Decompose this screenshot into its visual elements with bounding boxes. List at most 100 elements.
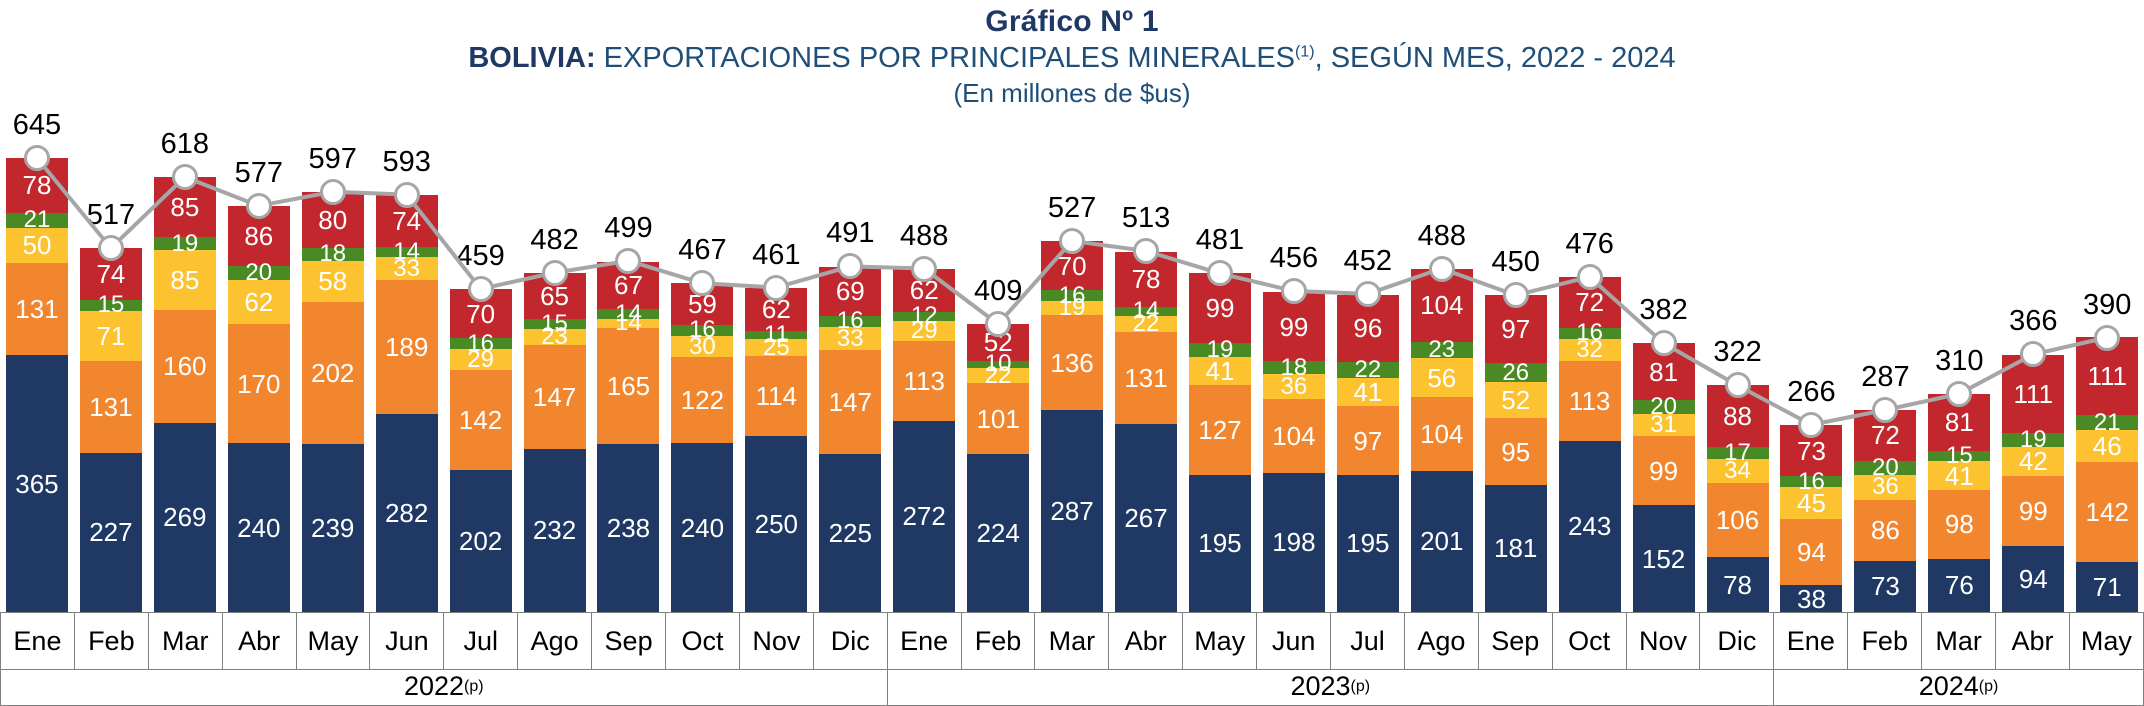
segment-value-label: 38 <box>1797 583 1826 614</box>
bar-slot[interactable]: 459 202 142 29 16 70 <box>444 112 518 612</box>
bar-segment-navy: 240 <box>227 443 290 612</box>
bar-slot[interactable]: 409 224 101 22 10 52 <box>961 112 1035 612</box>
bar-slot[interactable]: 491 225 147 33 16 69 <box>813 112 887 612</box>
segment-value-label: 46 <box>2092 431 2122 462</box>
bar-slot[interactable]: 499 238 165 14 14 67 <box>592 112 666 612</box>
bar-slot[interactable]: 517 227 131 71 15 74 <box>74 112 148 612</box>
stacked-bar[interactable]: 267 131 22 14 78 <box>1115 251 1178 612</box>
stacked-bar[interactable]: 224 101 22 10 52 <box>967 324 1030 612</box>
stacked-bar[interactable]: 227 131 71 15 74 <box>79 248 142 612</box>
stacked-bar[interactable]: 240 122 30 16 59 <box>671 283 734 612</box>
bar-segment-green: 16 <box>1558 321 1621 345</box>
stacked-bar[interactable]: 240 170 62 20 86 <box>227 205 290 612</box>
stacked-bar[interactable]: 71 142 46 21 111 <box>2076 337 2139 612</box>
total-line-marker <box>467 275 494 302</box>
month-label: Ene <box>888 613 962 669</box>
bar-segment-orange: 86 <box>1854 500 1917 561</box>
segment-value-label: 78 <box>1723 569 1752 600</box>
stacked-bar[interactable]: 201 104 56 23 104 <box>1410 268 1473 612</box>
chart-title-footnote-ref: (1) <box>1295 43 1315 61</box>
segment-value-label: 67 <box>614 270 643 301</box>
stacked-bar[interactable]: 94 99 42 19 111 <box>2002 354 2065 612</box>
bar-slot[interactable]: 266 38 94 45 16 73 <box>1775 112 1849 612</box>
stacked-bar[interactable]: 282 189 33 14 74 <box>375 195 438 612</box>
stacked-bar[interactable]: 202 142 29 16 70 <box>449 288 512 612</box>
month-labels-row: Ene Feb Mar Abr May Jun Jul Ago Sep Oct Nov Dic Ene F… <box>0 612 2144 670</box>
bar-slot[interactable]: 452 195 97 41 22 96 <box>1331 112 1405 612</box>
segment-value-label: 20 <box>245 259 273 287</box>
segment-value-label: 85 <box>170 265 200 296</box>
bar-slot[interactable]: 482 232 147 23 15 65 <box>518 112 592 612</box>
total-line-marker <box>1280 278 1307 305</box>
bar-slot[interactable]: 287 73 86 36 20 72 <box>1848 112 1922 612</box>
month-label: Mar <box>149 613 223 669</box>
stacked-bar[interactable]: 78 106 34 17 88 <box>1706 385 1769 612</box>
bar-slot[interactable]: 467 240 122 30 16 59 <box>665 112 739 612</box>
stacked-bar[interactable]: 365 131 50 21 78 <box>5 158 68 612</box>
bar-slot[interactable]: 618 269 160 85 19 85 <box>148 112 222 612</box>
bar-slot[interactable]: 593 282 189 33 14 74 <box>370 112 444 612</box>
bar-segment-green: 21 <box>2076 410 2139 434</box>
bar-slot[interactable]: 645 365 131 50 21 78 <box>0 109 74 612</box>
bar-slot[interactable]: 322 78 106 34 17 88 <box>1701 112 1775 612</box>
segment-value-label: 152 <box>1641 543 1686 574</box>
bar-slot[interactable]: 366 94 99 42 19 111 <box>1996 112 2070 612</box>
bar-segment-navy: 272 <box>893 420 956 612</box>
bar-segment-navy: 269 <box>153 422 216 612</box>
stacked-bar[interactable]: 195 127 41 19 99 <box>1188 273 1251 612</box>
segment-value-label: 95 <box>1501 436 1531 467</box>
segment-value-label: 238 <box>606 513 651 544</box>
bar-segment-navy: 238 <box>597 444 660 612</box>
bar-slot[interactable]: 382 152 99 31 20 81 <box>1627 112 1701 612</box>
bar-slot[interactable]: 390 71 142 46 21 111 <box>2070 112 2144 612</box>
stacked-bar[interactable]: 225 147 33 16 69 <box>819 266 882 612</box>
stacked-bar[interactable]: 232 147 23 15 65 <box>523 272 586 612</box>
stacked-bar[interactable]: 243 113 32 16 72 <box>1558 277 1621 612</box>
stacked-bar[interactable]: 181 95 52 26 97 <box>1484 295 1547 612</box>
bar-total-label: 266 <box>1787 375 1836 408</box>
chart-title-tail: , SEGÚN MES, 2022 - 2024 <box>1314 42 1676 75</box>
bar-slot[interactable]: 597 239 202 58 18 80 <box>296 112 370 612</box>
segment-value-label: 56 <box>1427 362 1457 393</box>
bar-slot[interactable]: 310 76 98 41 15 81 <box>1922 112 1996 612</box>
segment-value-label: 42 <box>2018 446 2048 477</box>
total-line-marker <box>1206 260 1233 287</box>
bar-slot[interactable]: 527 287 136 19 16 70 <box>1035 112 1109 612</box>
stacked-bar[interactable]: 250 114 25 11 62 <box>745 287 808 612</box>
segment-value-label: 365 <box>15 468 59 499</box>
segment-value-label: 113 <box>903 365 945 396</box>
year-group-label: 2024 (p) <box>1774 668 2144 706</box>
bar-total-label: 322 <box>1713 336 1762 369</box>
bar-segment-green: 14 <box>1115 299 1178 323</box>
bar-slot[interactable]: 488 272 113 29 12 62 <box>887 112 961 612</box>
stacked-bar[interactable]: 238 165 14 14 67 <box>597 261 660 612</box>
stacked-bar[interactable]: 287 136 19 16 70 <box>1041 241 1104 612</box>
year-provisional-mark: (p) <box>464 677 484 695</box>
bar-segment-orange: 95 <box>1484 418 1547 485</box>
segment-value-label: 78 <box>1131 264 1161 295</box>
bar-slot[interactable]: 450 181 95 52 26 97 <box>1479 112 1553 612</box>
bar-slot[interactable]: 481 195 127 41 19 99 <box>1183 112 1257 612</box>
bar-slot[interactable]: 488 201 104 56 23 104 <box>1405 112 1479 612</box>
stacked-bar[interactable]: 239 202 58 18 80 <box>301 191 364 612</box>
segment-value-label: 97 <box>1501 314 1531 345</box>
month-label: Dic <box>814 613 888 669</box>
stacked-bar[interactable]: 38 94 45 16 73 <box>1780 424 1843 614</box>
bar-slot[interactable]: 461 250 114 25 11 62 <box>739 112 813 612</box>
stacked-bar[interactable]: 269 160 85 19 85 <box>153 177 216 612</box>
stacked-bar[interactable]: 76 98 41 15 81 <box>1928 393 1991 612</box>
bar-segment-orange: 97 <box>1336 406 1399 475</box>
stacked-bar[interactable]: 272 113 29 12 62 <box>893 268 956 612</box>
stacked-bar[interactable]: 73 86 36 20 72 <box>1854 410 1917 612</box>
bar-slot[interactable]: 513 267 131 22 14 78 <box>1109 112 1183 612</box>
bar-total-label: 488 <box>1417 219 1466 252</box>
bar-slot[interactable]: 476 243 113 32 16 72 <box>1553 112 1627 612</box>
stacked-bar[interactable]: 195 97 41 22 96 <box>1336 294 1399 612</box>
segment-value-label: 70 <box>1057 250 1087 281</box>
stacked-bar[interactable]: 198 104 36 18 99 <box>1262 291 1325 612</box>
year-provisional-mark: (p) <box>1978 677 1999 695</box>
bar-slot[interactable]: 456 198 104 36 18 99 <box>1257 112 1331 612</box>
bar-total-label: 491 <box>826 217 875 250</box>
stacked-bar[interactable]: 152 99 31 20 81 <box>1632 343 1695 612</box>
bar-slot[interactable]: 577 240 170 62 20 86 <box>222 112 296 612</box>
